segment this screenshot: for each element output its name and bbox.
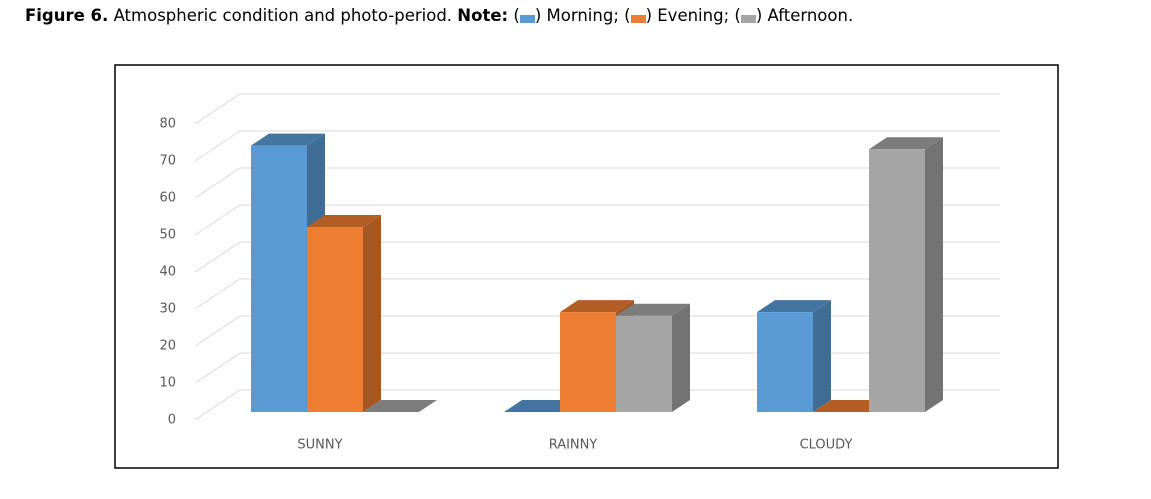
caption-note: Note: (457, 6, 509, 25)
bar-top (813, 400, 887, 412)
x-tick-label: CLOUDY (800, 438, 853, 453)
y-tick-label: 10 (159, 376, 176, 391)
bar-side (925, 137, 943, 413)
bar-side (672, 303, 690, 412)
grid-line (194, 130, 1000, 162)
y-tick-label: 50 (159, 228, 176, 243)
legend-paren: ) (645, 6, 652, 25)
grid-line (194, 167, 1000, 199)
y-tick-label: 40 (159, 265, 176, 280)
y-tick-label: 0 (168, 413, 176, 428)
bar-top (504, 400, 578, 412)
caption-label: Figure 6. (25, 6, 109, 25)
y-tick-label: 20 (159, 339, 176, 354)
grid-line (194, 315, 1000, 347)
y-tick-label: 80 (159, 117, 176, 132)
bar-side (813, 300, 831, 412)
legend-paren: ) (534, 6, 542, 25)
bar-top (560, 300, 634, 313)
grid-line (194, 389, 1000, 421)
bar-top (251, 133, 325, 146)
chart-border (114, 64, 1059, 469)
legend-paren: ( (513, 6, 520, 25)
bar (616, 315, 672, 412)
grid-line (194, 352, 1000, 384)
legend-paren: ( (734, 6, 741, 25)
bar-top (363, 400, 437, 412)
bar (251, 145, 307, 412)
legend-punct: ; (613, 6, 619, 25)
legend-swatch (519, 15, 535, 23)
bar-top (757, 300, 831, 313)
bar-top (616, 303, 690, 316)
y-tick-label: 60 (159, 191, 176, 206)
legend-label: Afternoon (767, 6, 848, 25)
grid-line (194, 204, 1000, 236)
caption-text: Atmospheric condition and photo-period. (113, 6, 453, 25)
legend-paren: ( (624, 6, 631, 25)
grid-line (194, 278, 1000, 310)
legend-swatch (630, 15, 646, 23)
bar (757, 312, 813, 412)
bar (307, 227, 363, 412)
bar-top (869, 137, 943, 150)
legend-paren: ) (755, 6, 763, 25)
bar (869, 149, 925, 413)
bar (560, 312, 616, 412)
bar-top (307, 215, 381, 227)
y-tick-label: 30 (159, 302, 176, 317)
legend-punct: ; (723, 6, 730, 25)
legend-label: Morning (546, 6, 614, 25)
x-tick-label: SUNNY (297, 438, 342, 453)
legend-swatch (740, 15, 756, 23)
caption: Figure 6. Atmospheric condition and phot… (25, 6, 853, 25)
y-tick-label: 70 (159, 154, 176, 169)
x-tick-label: RAINNY (549, 438, 598, 453)
grid-line (194, 93, 1000, 125)
legend-label: Evening (657, 6, 724, 25)
legend-punct: . (847, 6, 854, 25)
grid-line (194, 241, 1000, 273)
bar-side (363, 215, 381, 412)
